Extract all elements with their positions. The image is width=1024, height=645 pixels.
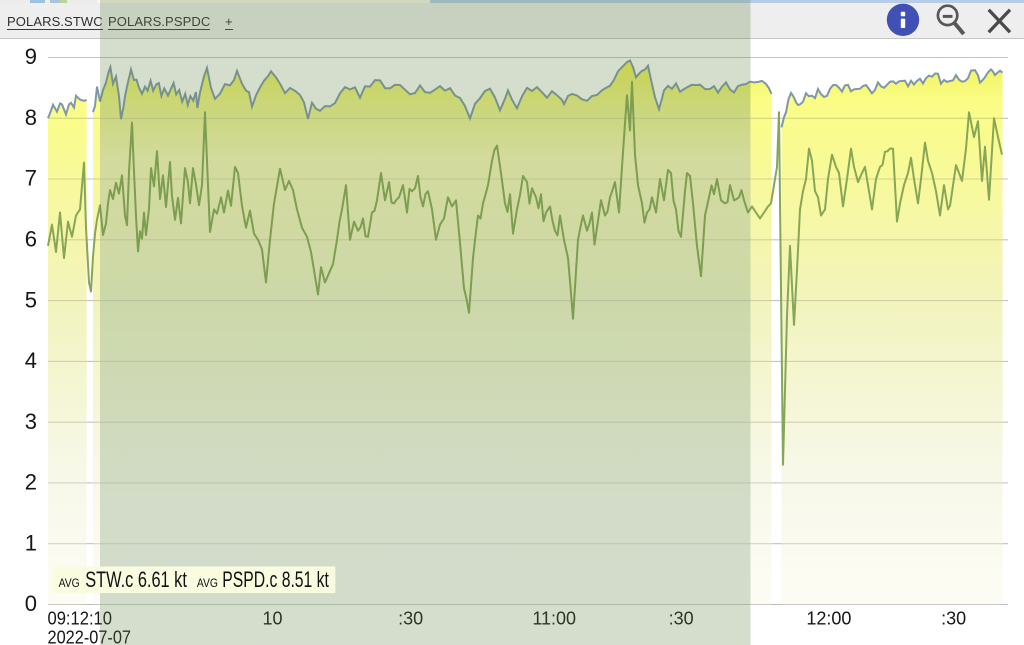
svg-text:3: 3 — [25, 409, 37, 434]
svg-text::30: :30 — [941, 609, 966, 629]
svg-text:8: 8 — [25, 105, 37, 130]
svg-text:12:00: 12:00 — [806, 609, 851, 629]
svg-text:9: 9 — [25, 44, 37, 69]
svg-text:STW.c 6.61 kt: STW.c 6.61 kt — [85, 567, 187, 592]
svg-text:11:00: 11:00 — [532, 609, 576, 629]
svg-text:10: 10 — [262, 609, 282, 629]
svg-text:AVG: AVG — [197, 576, 218, 590]
svg-text:7: 7 — [25, 166, 37, 191]
svg-text:1: 1 — [25, 530, 37, 555]
svg-text:PSPD.c 8.51 kt: PSPD.c 8.51 kt — [222, 567, 329, 592]
svg-text:5: 5 — [25, 287, 37, 312]
svg-text:2022-07-07: 2022-07-07 — [48, 628, 132, 645]
svg-text:2: 2 — [25, 470, 37, 495]
svg-text:09:12:10: 09:12:10 — [48, 609, 113, 629]
svg-text::30: :30 — [669, 609, 694, 629]
svg-text:4: 4 — [25, 348, 37, 373]
svg-text:0: 0 — [25, 591, 37, 616]
svg-text:6: 6 — [25, 227, 37, 252]
svg-text::30: :30 — [398, 609, 423, 629]
svg-text:AVG: AVG — [59, 576, 80, 590]
